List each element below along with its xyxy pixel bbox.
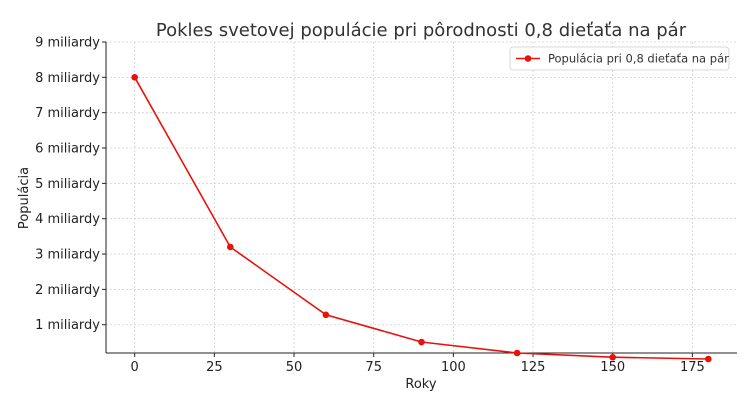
data-point	[705, 355, 712, 363]
y-tick-label: 4 miliardy	[35, 212, 100, 227]
axes-frame	[105, 42, 737, 354]
series-layer	[131, 74, 712, 363]
x-tick-label: 125	[521, 360, 546, 375]
x-tick-label: 175	[680, 360, 705, 375]
x-tick-label: 0	[131, 360, 139, 375]
data-point	[418, 338, 425, 346]
legend-entry: Populácia pri 0,8 dieťaťa na pár	[548, 52, 729, 66]
data-point	[131, 74, 138, 81]
y-tick-label: 8 miliardy	[35, 71, 100, 86]
y-tick-label: 7 miliardy	[35, 106, 100, 121]
data-point	[226, 243, 234, 251]
y-tick-label: 9 miliardy	[35, 36, 100, 51]
x-tick-label: 75	[365, 360, 382, 375]
y-tick-label: 2 miliardy	[35, 283, 100, 298]
y-axis-label: Populácia	[17, 167, 32, 229]
x-axis: 0 25 50 75 100 125 150 175	[131, 353, 705, 375]
data-point	[609, 353, 617, 361]
legend-box	[509, 46, 730, 71]
y-tick-label: 6 miliardy	[35, 142, 100, 157]
y-tick-label: 5 miliardy	[35, 177, 100, 192]
x-axis-label: Roky	[405, 377, 436, 392]
series-line	[134, 76, 709, 360]
legend: Populácia pri 0,8 dieťaťa na pár	[509, 46, 730, 71]
y-axis: 1 miliardy 2 miliardy 3 miliardy 4 miliardy…	[35, 36, 106, 333]
x-tick-label: 100	[441, 360, 466, 375]
x-tick-label: 50	[286, 360, 303, 375]
y-tick-label: 3 miliardy	[35, 248, 100, 263]
data-point	[513, 349, 521, 357]
data-point	[322, 311, 330, 319]
x-tick-label: 25	[206, 360, 223, 375]
legend-point-marker	[524, 55, 532, 62]
chart-title: Pokles svetovej populácie pri pôrodnosti…	[156, 20, 687, 41]
grid	[106, 41, 737, 353]
y-tick-label: 1 miliardy	[35, 318, 100, 333]
x-tick-label: 150	[600, 360, 625, 375]
